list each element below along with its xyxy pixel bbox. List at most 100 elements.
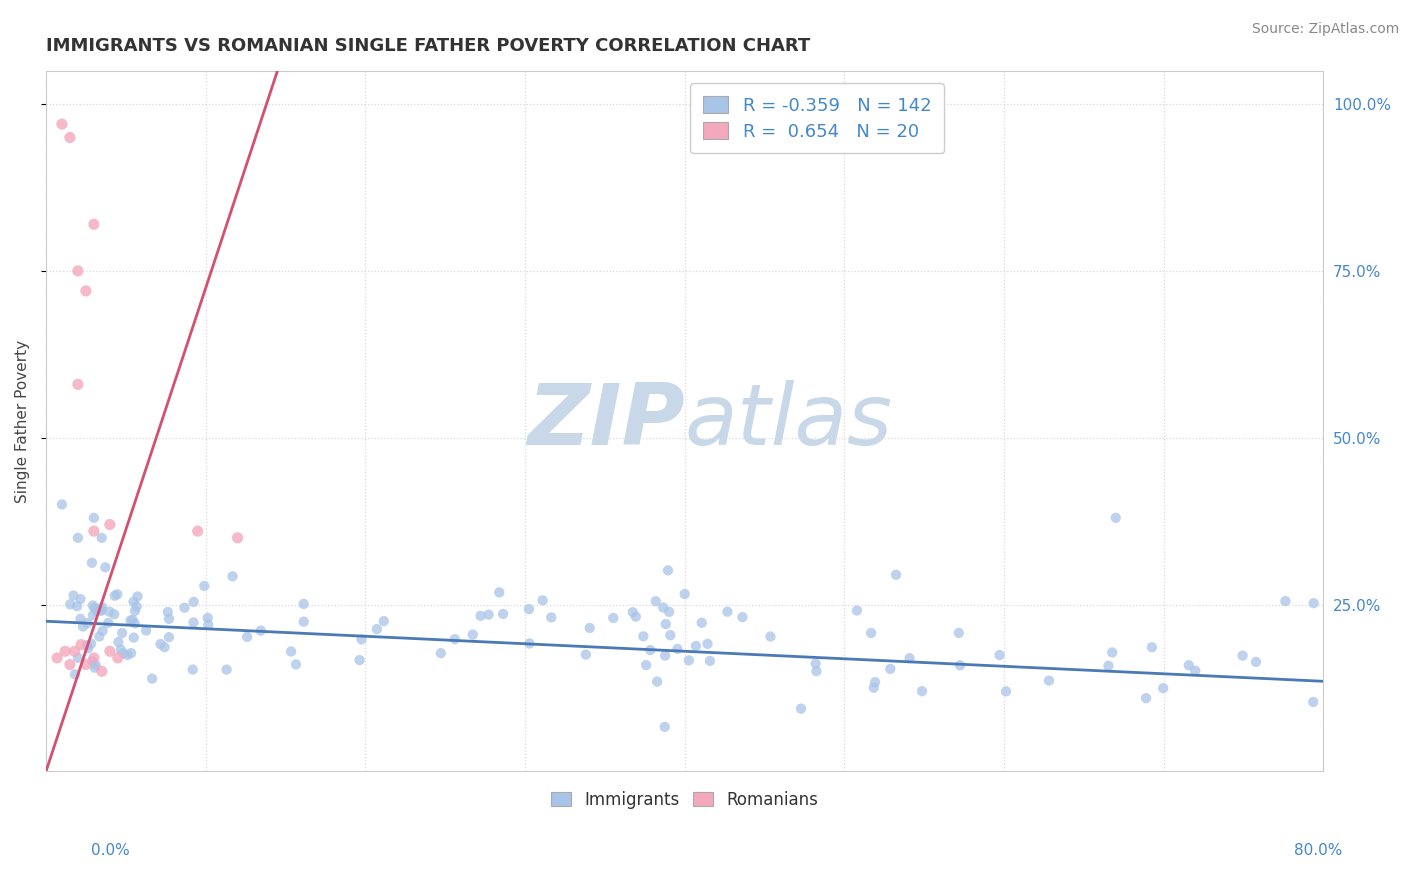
- Point: [124, 616, 146, 631]
- Point: [860, 626, 883, 640]
- Point: [135, 624, 157, 638]
- Point: [685, 639, 707, 653]
- Point: [120, 614, 142, 628]
- Point: [90, 531, 112, 545]
- Point: [76, 615, 98, 630]
- Point: [443, 632, 465, 647]
- Point: [863, 675, 886, 690]
- Point: [1302, 695, 1324, 709]
- Point: [645, 674, 668, 689]
- Point: [884, 567, 907, 582]
- Point: [76, 638, 98, 652]
- Point: [157, 612, 180, 626]
- Point: [149, 637, 172, 651]
- Text: ZIP: ZIP: [527, 380, 685, 463]
- Point: [519, 636, 541, 650]
- Point: [51, 117, 73, 131]
- Point: [63, 644, 86, 658]
- Point: [699, 654, 721, 668]
- Point: [51, 498, 73, 512]
- Point: [280, 644, 302, 658]
- Point: [1178, 658, 1201, 673]
- Point: [107, 635, 129, 649]
- Point: [197, 617, 219, 632]
- Point: [181, 663, 204, 677]
- Point: [292, 597, 315, 611]
- Point: [430, 646, 453, 660]
- Point: [1274, 594, 1296, 608]
- Point: [83, 600, 105, 615]
- Point: [658, 605, 681, 619]
- Point: [806, 664, 828, 678]
- Point: [82, 654, 104, 668]
- Point: [879, 662, 901, 676]
- Point: [655, 617, 678, 632]
- Point: [83, 651, 105, 665]
- Point: [125, 599, 148, 614]
- Point: [66, 650, 89, 665]
- Point: [117, 648, 139, 662]
- Point: [1038, 673, 1060, 688]
- Point: [110, 642, 132, 657]
- Point: [80, 637, 103, 651]
- Point: [69, 612, 91, 626]
- Point: [66, 377, 89, 392]
- Point: [153, 640, 176, 655]
- Point: [666, 641, 689, 656]
- Point: [1135, 691, 1157, 706]
- Point: [75, 657, 97, 672]
- Point: [127, 590, 149, 604]
- Point: [540, 610, 562, 624]
- Point: [1244, 655, 1267, 669]
- Point: [90, 665, 112, 679]
- Point: [156, 605, 179, 619]
- Point: [249, 624, 271, 638]
- Point: [183, 615, 205, 630]
- Point: [84, 604, 107, 618]
- Point: [72, 619, 94, 633]
- Point: [82, 599, 104, 613]
- Point: [492, 607, 515, 621]
- Point: [654, 720, 676, 734]
- Point: [517, 602, 540, 616]
- Point: [1152, 681, 1174, 695]
- Point: [90, 604, 112, 618]
- Point: [121, 613, 143, 627]
- Point: [59, 597, 82, 611]
- Point: [83, 511, 105, 525]
- Point: [122, 595, 145, 609]
- Point: [716, 605, 738, 619]
- Point: [84, 658, 107, 673]
- Point: [141, 672, 163, 686]
- Point: [373, 614, 395, 628]
- Point: [104, 589, 127, 603]
- Point: [652, 600, 675, 615]
- Point: [105, 587, 128, 601]
- Point: [86, 602, 108, 616]
- Point: [187, 524, 209, 538]
- Point: [83, 524, 105, 538]
- Point: [124, 604, 146, 618]
- Point: [948, 626, 970, 640]
- Point: [911, 684, 934, 698]
- Point: [103, 607, 125, 622]
- Point: [226, 531, 249, 545]
- Point: [1302, 596, 1324, 610]
- Point: [350, 632, 373, 647]
- Point: [66, 531, 89, 545]
- Point: [898, 651, 921, 665]
- Point: [731, 610, 754, 624]
- Point: [89, 630, 111, 644]
- Point: [83, 217, 105, 231]
- Point: [790, 701, 813, 715]
- Point: [66, 599, 89, 614]
- Point: [111, 626, 134, 640]
- Point: [90, 602, 112, 616]
- Point: [46, 651, 69, 665]
- Point: [678, 653, 700, 667]
- Point: [636, 658, 658, 673]
- Point: [1105, 511, 1128, 525]
- Point: [63, 667, 86, 681]
- Point: [82, 607, 104, 622]
- Point: [862, 681, 884, 695]
